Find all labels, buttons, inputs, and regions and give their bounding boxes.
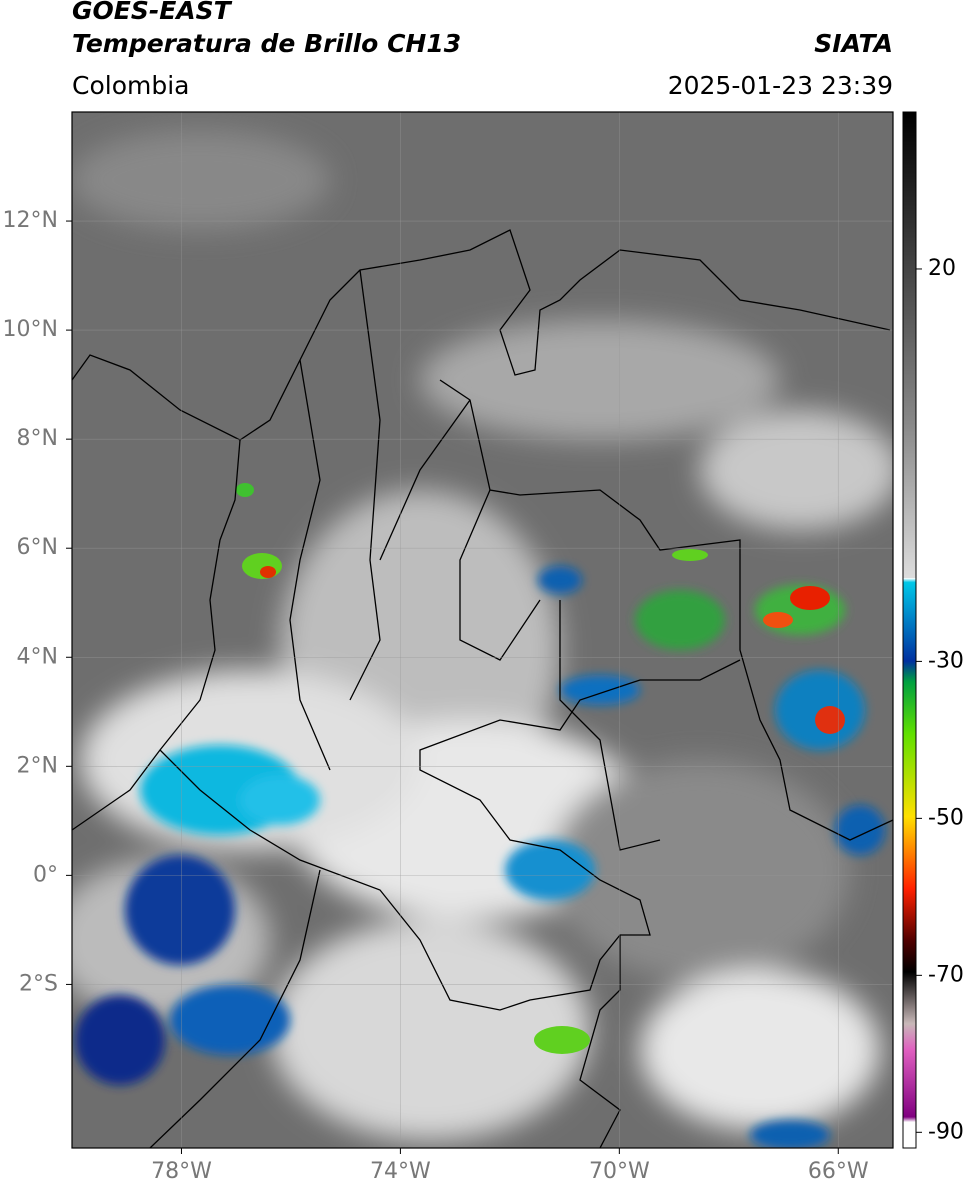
y-tick-label: 6°N (17, 535, 58, 560)
y-tick-label: 10°N (3, 317, 58, 342)
timestamp: 2025-01-23 23:39 (668, 71, 893, 100)
title: GOES-EAST (72, 0, 233, 25)
colorbar-tick-label: 20 (928, 256, 956, 281)
colorbar-tick-label: -90 (928, 1119, 964, 1144)
x-tick-label: 78°W (151, 1159, 212, 1184)
colorbar-tick-label: -70 (928, 962, 964, 987)
x-tick-label: 74°W (370, 1159, 431, 1184)
colorbar-tick-label: -30 (928, 648, 964, 673)
source: SIATA (814, 29, 893, 58)
graticule (72, 112, 893, 1148)
y-tick-label: 4°N (17, 644, 58, 669)
colorbar (902, 111, 917, 1149)
y-tick-label: 12°N (3, 208, 58, 233)
y-tick-label: 0° (33, 862, 58, 887)
x-tick-label: 66°W (808, 1159, 869, 1184)
y-tick-label: 2°S (19, 971, 58, 996)
region: Colombia (72, 71, 189, 100)
subtitle: Temperatura de Brillo CH13 (72, 29, 461, 58)
y-tick-label: 8°N (17, 426, 58, 451)
x-tick-label: 70°W (589, 1159, 650, 1184)
satellite-image (72, 112, 893, 1148)
map-frame (71, 111, 894, 1149)
y-tick-label: 2°N (17, 753, 58, 778)
colorbar-tick-label: -50 (928, 805, 964, 830)
